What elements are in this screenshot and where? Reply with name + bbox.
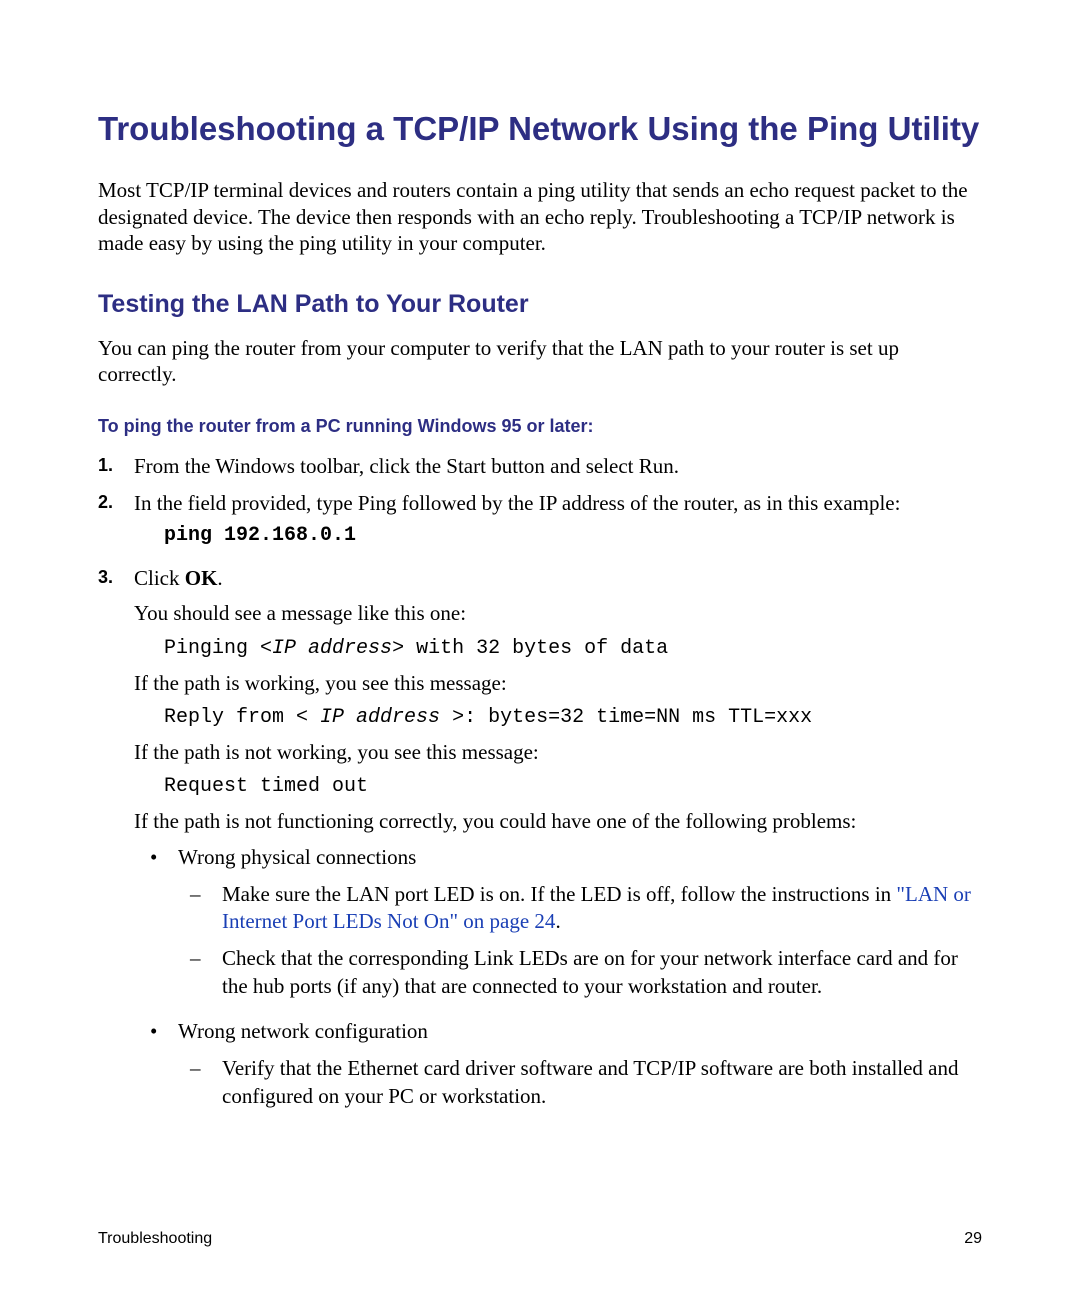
result-text: If the path is not working, you see this… bbox=[134, 739, 982, 766]
sub-item-text: Verify that the Ethernet card driver sof… bbox=[222, 1055, 982, 1110]
console-output: Reply from < IP address >: bytes=32 time… bbox=[164, 705, 982, 731]
step-number: 1. bbox=[98, 453, 134, 480]
problem-list: • Wrong physical connections – Make sure… bbox=[134, 844, 982, 1120]
bullet-text: Wrong physical connections bbox=[178, 844, 982, 871]
dash-icon: – bbox=[178, 945, 222, 1000]
sub-item-text: Make sure the LAN port LED is on. If the… bbox=[222, 881, 982, 936]
step-text: From the Windows toolbar, click the Star… bbox=[134, 453, 982, 480]
section-heading: Testing the LAN Path to Your Router bbox=[98, 290, 982, 319]
console-output: Request timed out bbox=[164, 774, 982, 800]
code-example: ping 192.168.0.1 bbox=[164, 523, 982, 549]
result-text: You should see a message like this one: bbox=[134, 600, 982, 627]
console-output: Pinging <IP address> with 32 bytes of da… bbox=[164, 636, 982, 662]
steps-list: 1. From the Windows toolbar, click the S… bbox=[98, 453, 982, 1128]
intro-paragraph: Most TCP/IP terminal devices and routers… bbox=[98, 177, 982, 256]
list-item: – Verify that the Ethernet card driver s… bbox=[178, 1055, 982, 1110]
bullet-icon: • bbox=[134, 1018, 178, 1120]
section-intro: You can ping the router from your comput… bbox=[98, 335, 982, 388]
step-1: 1. From the Windows toolbar, click the S… bbox=[98, 453, 982, 480]
sub-list: – Verify that the Ethernet card driver s… bbox=[178, 1055, 982, 1110]
dash-icon: – bbox=[178, 881, 222, 936]
step-number: 3. bbox=[98, 565, 134, 1128]
step-3: 3. Click OK. You should see a message li… bbox=[98, 565, 982, 1128]
bullet-text: Wrong network configuration bbox=[178, 1018, 982, 1045]
list-item: • Wrong network configuration – Verify t… bbox=[134, 1018, 982, 1120]
page-footer: Troubleshooting 29 bbox=[98, 1230, 982, 1248]
sub-list: – Make sure the LAN port LED is on. If t… bbox=[178, 881, 982, 1000]
bullet-icon: • bbox=[134, 844, 178, 1010]
step-number: 2. bbox=[98, 490, 134, 555]
dash-icon: – bbox=[178, 1055, 222, 1110]
sub-item-text: Check that the corresponding Link LEDs a… bbox=[222, 945, 982, 1000]
footer-section-name: Troubleshooting bbox=[98, 1230, 212, 1248]
step-text: In the field provided, type Ping followe… bbox=[134, 490, 982, 517]
step-2: 2. In the field provided, type Ping foll… bbox=[98, 490, 982, 555]
result-text: If the path is not functioning correctly… bbox=[134, 808, 982, 835]
result-text: If the path is working, you see this mes… bbox=[134, 670, 982, 697]
list-item: – Make sure the LAN port LED is on. If t… bbox=[178, 881, 982, 936]
procedure-heading: To ping the router from a PC running Win… bbox=[98, 416, 982, 437]
step-text: Click OK. bbox=[134, 565, 982, 592]
list-item: – Check that the corresponding Link LEDs… bbox=[178, 945, 982, 1000]
list-item: • Wrong physical connections – Make sure… bbox=[134, 844, 982, 1010]
footer-page-number: 29 bbox=[964, 1230, 982, 1248]
page-title: Troubleshooting a TCP/IP Network Using t… bbox=[98, 108, 982, 149]
